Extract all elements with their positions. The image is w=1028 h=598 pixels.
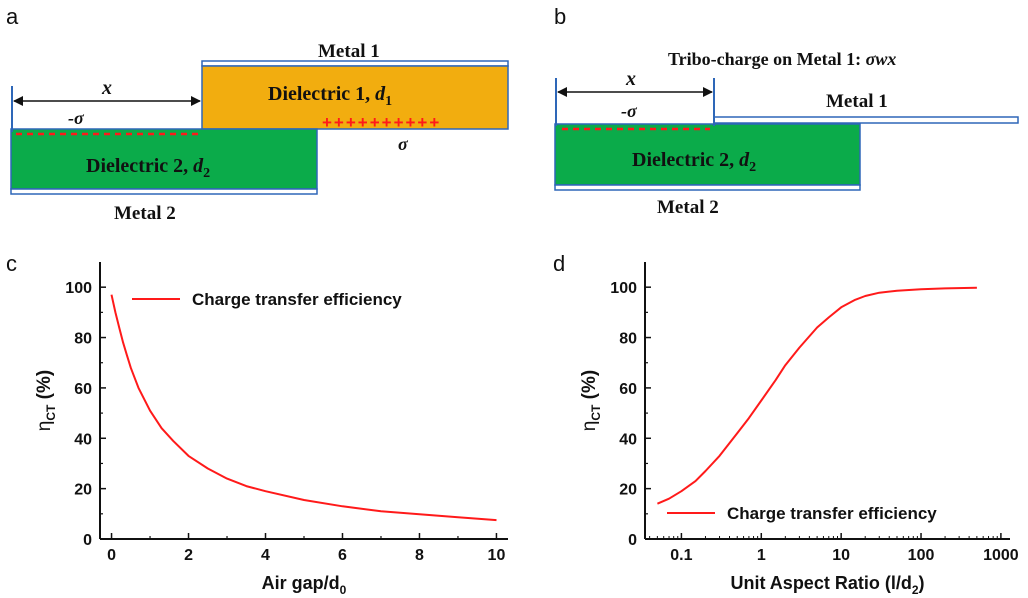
x-axis-label-end: ) — [919, 573, 925, 593]
y-axis-label-unit: (%) — [579, 370, 600, 405]
series-line — [110, 294, 497, 522]
y-tick-label: 60 — [619, 381, 637, 398]
tribo-expression: σwx — [866, 49, 897, 69]
x-axis-label-text: Air gap/d — [262, 573, 340, 593]
neg-sigma-label-b: -σ — [621, 101, 638, 121]
y-tick-label: 20 — [619, 482, 637, 499]
x-axis-label-text: Unit Aspect Ratio (l/d — [730, 573, 911, 593]
x-axis-label-sub: 0 — [340, 583, 347, 597]
panel-a-label: a — [6, 4, 19, 29]
x-axis-label: Air gap/d0 — [262, 573, 347, 597]
metal-2-strip-b — [554, 184, 861, 191]
metal-1-label: Metal 1 — [318, 41, 380, 62]
x-tick-label: 2 — [184, 547, 193, 564]
y-tick-label: 0 — [83, 532, 92, 549]
panel-b: b Tribo-charge on Metal 1: σwx Metal 1 D… — [554, 4, 1019, 218]
y-axis-label-sub: CT — [589, 404, 603, 421]
y-axis-label: ηCT (%) — [34, 370, 58, 431]
y-tick-label: 0 — [628, 532, 637, 549]
panel-a: a Metal 1 Dielectric 1, d1 Dielectric 2,… — [6, 4, 509, 224]
d2-subscript: 2 — [203, 166, 210, 181]
dielectric-1-block — [201, 65, 509, 130]
y-tick-label: 80 — [74, 331, 92, 348]
y-axis-label-eta: η — [579, 421, 600, 432]
y-axis-label-eta: η — [34, 421, 55, 432]
dielectric-2-label-b: Dielectric 2, d2 — [632, 149, 756, 175]
chart-d: 0 20 40 60 80 100 0.1 1 10 100 1000 Unit Aspect Rat… — [579, 262, 1019, 597]
metal-2-label: Metal 2 — [114, 203, 176, 224]
d2-subscript-b: 2 — [749, 160, 756, 175]
d2-symbol-b: d — [739, 149, 750, 171]
x-tick-label: 4 — [261, 547, 270, 564]
x-tick-label: 0.1 — [670, 547, 692, 564]
y-tick-label: 80 — [619, 331, 637, 348]
series-line — [657, 286, 977, 505]
sigma-label: σ — [398, 134, 409, 154]
tribo-charge-label: Tribo-charge on Metal 1: σwx — [668, 49, 896, 69]
metal-1-label-b: Metal 1 — [826, 91, 888, 112]
y-tick-label: 100 — [610, 280, 637, 297]
x-tick-label: 6 — [338, 547, 347, 564]
metal-2-strip — [10, 188, 318, 195]
d1-symbol: d — [375, 83, 386, 105]
d1-subscript: 1 — [385, 94, 392, 109]
x-tick-label: 1000 — [983, 547, 1019, 564]
panel-d-label: d — [553, 251, 565, 276]
metal-1-strip-b — [713, 116, 1019, 124]
x-label-b: x — [625, 68, 636, 90]
x-tick-label: 10 — [832, 547, 850, 564]
x-tick-label: 0 — [107, 547, 116, 564]
x-tick-label: 100 — [908, 547, 935, 564]
neg-sigma-label: -σ — [68, 108, 85, 128]
panel-d: d 0 20 40 60 80 100 0.1 1 10 100 1000 Unit Aspect R… — [553, 251, 1019, 597]
y-axis-label: ηCT (%) — [579, 370, 603, 431]
dielectric-1-label: Dielectric 1, d1 — [268, 83, 392, 109]
y-tick-label: 40 — [619, 431, 637, 448]
dielectric-1-text: Dielectric 1, — [268, 83, 375, 105]
y-axis-label-unit: (%) — [34, 370, 55, 405]
x-label: x — [101, 77, 112, 99]
d2-symbol: d — [193, 155, 204, 177]
panel-c-label: c — [6, 251, 17, 276]
x-tick-label: 8 — [415, 547, 424, 564]
y-tick-label: 60 — [74, 381, 92, 398]
y-tick-label: 100 — [65, 280, 92, 297]
dielectric-2-text: Dielectric 2, — [86, 155, 193, 177]
tribo-text: Tribo-charge on Metal 1: — [668, 49, 866, 69]
y-tick-label: 20 — [74, 482, 92, 499]
legend-label: Charge transfer efficiency — [727, 504, 937, 523]
x-tick-label: 10 — [488, 547, 506, 564]
x-tick-label: 1 — [757, 547, 766, 564]
x-axis-label-sub: 2 — [912, 583, 919, 597]
panel-b-label: b — [554, 4, 566, 29]
x-axis-label: Unit Aspect Ratio (l/d2) — [730, 573, 924, 597]
y-axis-label-sub: CT — [44, 404, 58, 421]
y-tick-label: 40 — [74, 431, 92, 448]
positive-charge-row: ++++++++++ — [322, 113, 441, 132]
dielectric-2-text-b: Dielectric 2, — [632, 149, 739, 171]
metal-2-label-b: Metal 2 — [657, 197, 719, 218]
legend-label: Charge transfer efficiency — [192, 290, 402, 309]
dielectric-2-label: Dielectric 2, d2 — [86, 155, 210, 181]
